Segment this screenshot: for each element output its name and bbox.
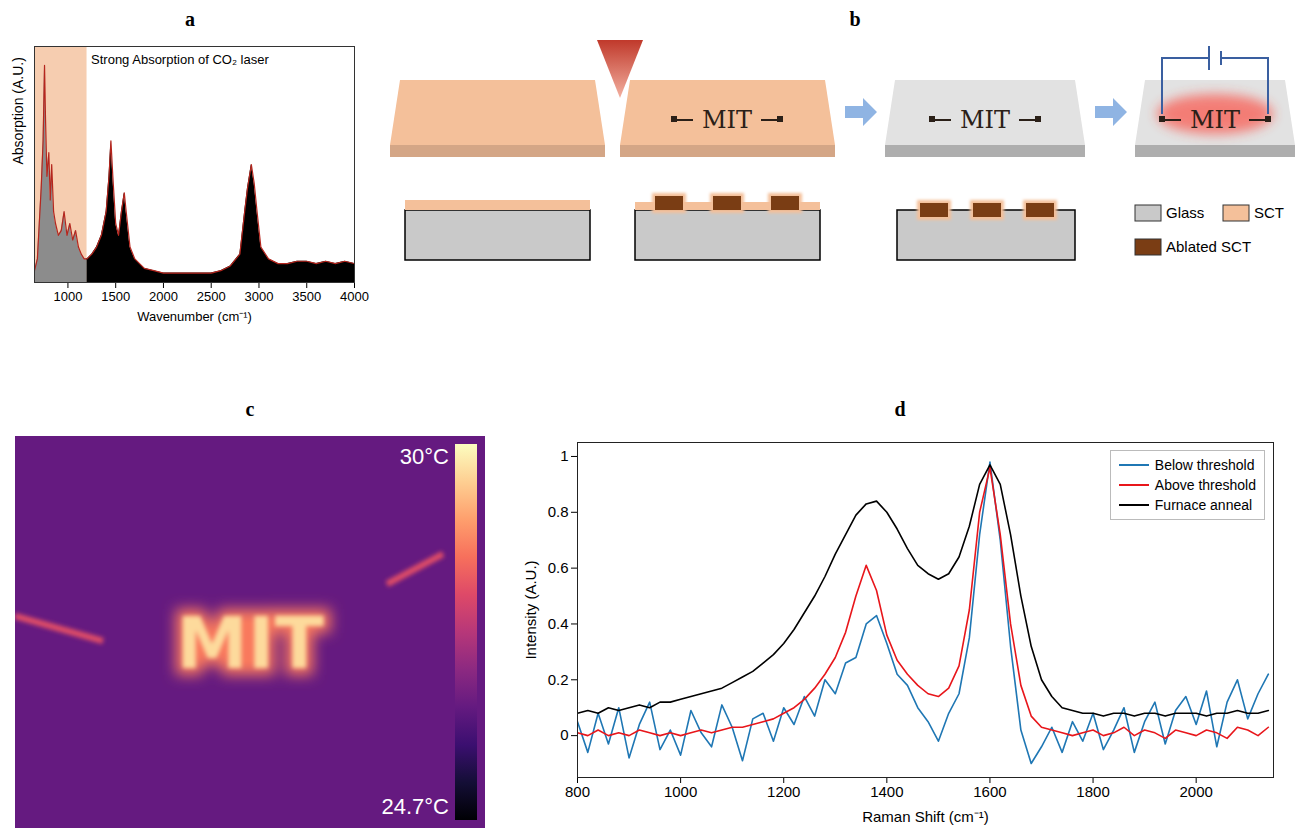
- svg-text:1200: 1200: [767, 783, 800, 800]
- svg-text:2500: 2500: [197, 289, 226, 304]
- svg-text:MIT: MIT: [176, 601, 324, 685]
- svg-text:0.8: 0.8: [548, 503, 569, 520]
- svg-text:Ablated SCT: Ablated SCT: [1166, 238, 1251, 255]
- svg-text:2000: 2000: [1179, 783, 1212, 800]
- svg-text:Wavenumber (cm⁻¹): Wavenumber (cm⁻¹): [137, 309, 252, 324]
- svg-text:3000: 3000: [245, 289, 274, 304]
- svg-text:3500: 3500: [292, 289, 321, 304]
- svg-text:2000: 2000: [149, 289, 178, 304]
- html-text:c: c: [245, 398, 255, 420]
- svg-text:Strong Absorption of CO₂ laser: Strong Absorption of CO₂ laser: [91, 52, 269, 67]
- svg-text:0.2: 0.2: [548, 671, 569, 688]
- html-text:b: b: [849, 8, 861, 30]
- svg-text:Intensity (A.U.): Intensity (A.U.): [522, 560, 539, 659]
- svg-text:4000: 4000: [340, 289, 369, 304]
- svg-text:Absorption (A.U.): Absorption (A.U.): [10, 57, 26, 164]
- svg-text:30°C: 30°C: [400, 444, 449, 469]
- svg-text:1800: 1800: [1076, 783, 1109, 800]
- svg-text:0: 0: [560, 726, 568, 743]
- svg-text:Raman Shift (cm⁻¹): Raman Shift (cm⁻¹): [862, 808, 989, 825]
- svg-text:SCT: SCT: [1254, 204, 1284, 221]
- svg-text:MIT: MIT: [702, 106, 752, 134]
- svg-text:1000: 1000: [664, 783, 697, 800]
- html-text:d: d: [894, 398, 906, 420]
- svg-text:1500: 1500: [101, 289, 130, 304]
- html-text:Furnace anneal: Furnace anneal: [1154, 497, 1253, 513]
- svg-text:MIT: MIT: [176, 601, 324, 685]
- svg-text:MIT: MIT: [1190, 106, 1240, 134]
- svg-text:24.7°C: 24.7°C: [381, 794, 449, 819]
- svg-text:1: 1: [560, 447, 568, 464]
- html-text:a: a: [185, 8, 195, 30]
- svg-text:0.4: 0.4: [548, 615, 569, 632]
- svg-text:1000: 1000: [53, 289, 82, 304]
- html-text:Below threshold: Below threshold: [1154, 457, 1255, 473]
- svg-text:Glass: Glass: [1166, 204, 1204, 221]
- svg-text:1400: 1400: [870, 783, 903, 800]
- svg-text:1600: 1600: [973, 783, 1006, 800]
- svg-text:MIT: MIT: [960, 106, 1010, 134]
- svg-text:800: 800: [565, 783, 590, 800]
- html-text:Above threshold: Above threshold: [1154, 477, 1256, 493]
- svg-text:0.6: 0.6: [548, 559, 569, 576]
